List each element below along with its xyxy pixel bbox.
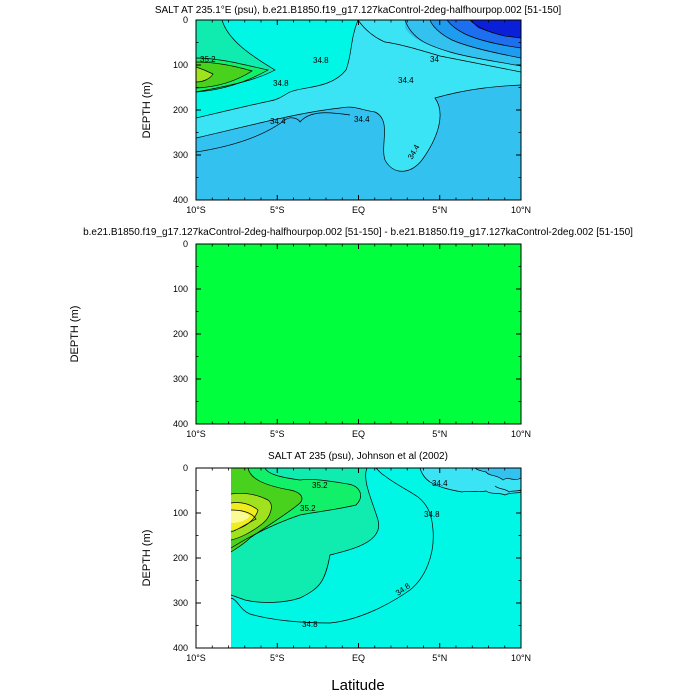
panel3-title: SALT AT 235 (psu), Johnson et al (2002) bbox=[268, 451, 448, 462]
panel2-ylabel: DEPTH (m) bbox=[69, 306, 81, 363]
x-tick-label: 5°N bbox=[432, 653, 447, 663]
x-tick-label: 10°S bbox=[186, 205, 206, 215]
panel3-contour-label: 34.8 bbox=[302, 620, 318, 629]
panel1-contour-label: 34.4 bbox=[354, 115, 370, 124]
x-tick-label: 10°N bbox=[511, 429, 531, 439]
panel1-contour-label: 34.4 bbox=[270, 117, 286, 126]
y-tick-label: 400 bbox=[173, 195, 188, 205]
panel1-region-34-0-lower bbox=[196, 85, 521, 200]
y-tick-label: 200 bbox=[173, 105, 188, 115]
x-tick-label: EQ bbox=[352, 429, 365, 439]
x-tick-label: 5°N bbox=[432, 205, 447, 215]
x-tick-label: EQ bbox=[352, 205, 365, 215]
y-tick-label: 0 bbox=[183, 239, 188, 249]
x-tick-label: 5°S bbox=[270, 205, 285, 215]
y-tick-label: 300 bbox=[173, 598, 188, 608]
panel3-contour-label: 35.2 bbox=[300, 504, 316, 513]
panel-observed-salinity: SALT AT 235 (psu), Johnson et al (2002) … bbox=[141, 451, 531, 663]
y-tick-label: 100 bbox=[173, 60, 188, 70]
panel1-contour-label: 34 bbox=[430, 55, 439, 64]
panel1-contour-label: 34.8 bbox=[273, 79, 289, 88]
panel2-title: b.e21.B1850.f19_g17.127kaControl-2deg-ha… bbox=[83, 227, 633, 238]
y-tick-label: 300 bbox=[173, 150, 188, 160]
panel1-contour-label: 34.4 bbox=[398, 76, 414, 85]
y-tick-label: 200 bbox=[173, 553, 188, 563]
x-tick-label: EQ bbox=[352, 653, 365, 663]
y-tick-label: 100 bbox=[173, 284, 188, 294]
y-tick-label: 400 bbox=[173, 419, 188, 429]
panel3-region-36-0 bbox=[231, 510, 250, 523]
x-tick-label: 5°S bbox=[270, 429, 285, 439]
x-tick-label: 10°S bbox=[186, 653, 206, 663]
x-tick-label: 5°S bbox=[270, 653, 285, 663]
panel3-contour-label: 34.8 bbox=[424, 510, 440, 519]
panel3-plot-area bbox=[230, 468, 521, 648]
y-tick-label: 0 bbox=[183, 15, 188, 25]
y-tick-label: 400 bbox=[173, 643, 188, 653]
panel3-axes: 10°S 5°S EQ 5°N 10°N 0 100 200 300 400 bbox=[173, 463, 531, 663]
panel3-ylabel: DEPTH (m) bbox=[141, 530, 153, 587]
y-tick-label: 200 bbox=[173, 329, 188, 339]
panel1-contour-label: 34.8 bbox=[313, 56, 329, 65]
panel1-plot-area bbox=[196, 20, 521, 200]
panel-model-salinity: SALT AT 235.1°E (psu), b.e21.B1850.f19_g… bbox=[141, 5, 561, 215]
panel2-axes: 10°S 5°S EQ 5°N 10°N 0 100 200 300 400 bbox=[173, 239, 531, 439]
panel1-ylabel: DEPTH (m) bbox=[141, 82, 153, 139]
panel1-region-33-0 bbox=[470, 20, 521, 38]
y-tick-label: 100 bbox=[173, 508, 188, 518]
y-tick-label: 0 bbox=[183, 463, 188, 473]
x-tick-label: 10°N bbox=[511, 205, 531, 215]
figure-xlabel: Latitude bbox=[331, 677, 384, 694]
x-tick-label: 10°S bbox=[186, 429, 206, 439]
panel-difference: b.e21.B1850.f19_g17.127kaControl-2deg-ha… bbox=[69, 227, 633, 439]
panel1-axes: 10°S 5°S EQ 5°N 10°N 0 100 200 300 400 bbox=[173, 15, 531, 215]
x-tick-label: 5°N bbox=[432, 429, 447, 439]
y-tick-label: 300 bbox=[173, 374, 188, 384]
panel3-contour-label: 35.2 bbox=[312, 481, 328, 490]
x-tick-label: 10°N bbox=[511, 653, 531, 663]
panel3-contour-label: 34.4 bbox=[432, 479, 448, 488]
panel1-region-35-4 bbox=[196, 62, 252, 88]
panel1-title: SALT AT 235.1°E (psu), b.e21.B1850.f19_g… bbox=[155, 5, 562, 16]
panel1-contour-label: 35.2 bbox=[200, 55, 216, 64]
panel3-region-34-0 bbox=[475, 468, 521, 480]
panel2-difference-fill bbox=[196, 244, 521, 424]
